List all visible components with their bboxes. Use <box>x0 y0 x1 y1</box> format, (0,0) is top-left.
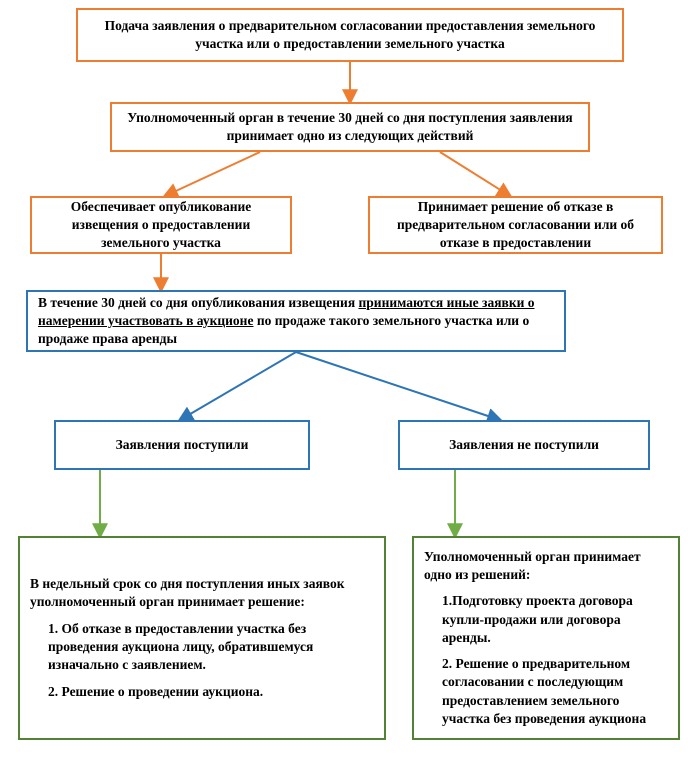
node-text: Обеспечивает опубликование извещения о п… <box>42 198 280 253</box>
node-text: Заявления не поступили <box>449 436 599 454</box>
node-submit-application: Подача заявления о предварительном согла… <box>76 8 624 62</box>
node-text: Подача заявления о предварительном согла… <box>88 17 612 53</box>
node-rich-text: В течение 30 дней со дня опубликования и… <box>38 294 554 349</box>
arrow <box>180 352 296 420</box>
node-multiline-text: Уполномоченный орган принимает одно из р… <box>424 548 668 728</box>
node-applications-received: Заявления поступили <box>54 420 310 470</box>
node-publish-notice: Обеспечивает опубликование извещения о п… <box>30 196 292 254</box>
node-authority-30days: Уполномоченный орган в течение 30 дней с… <box>110 102 590 152</box>
arrow <box>296 352 500 420</box>
node-text: Заявления поступили <box>116 436 249 454</box>
node-weekly-decision: В недельный срок со дня поступления иных… <box>18 536 386 740</box>
node-authority-options: Уполномоченный орган принимает одно из р… <box>412 536 680 740</box>
node-multiline-text: В недельный срок со дня поступления иных… <box>30 575 374 701</box>
arrow <box>165 152 260 196</box>
node-text: Принимает решение об отказе в предварите… <box>380 198 651 253</box>
node-applications-not-received: Заявления не поступили <box>398 420 650 470</box>
arrow <box>440 152 510 196</box>
node-refusal-decision: Принимает решение об отказе в предварите… <box>368 196 663 254</box>
node-30days-other-applications: В течение 30 дней со дня опубликования и… <box>26 290 566 352</box>
node-text: Уполномоченный орган в течение 30 дней с… <box>122 109 578 145</box>
